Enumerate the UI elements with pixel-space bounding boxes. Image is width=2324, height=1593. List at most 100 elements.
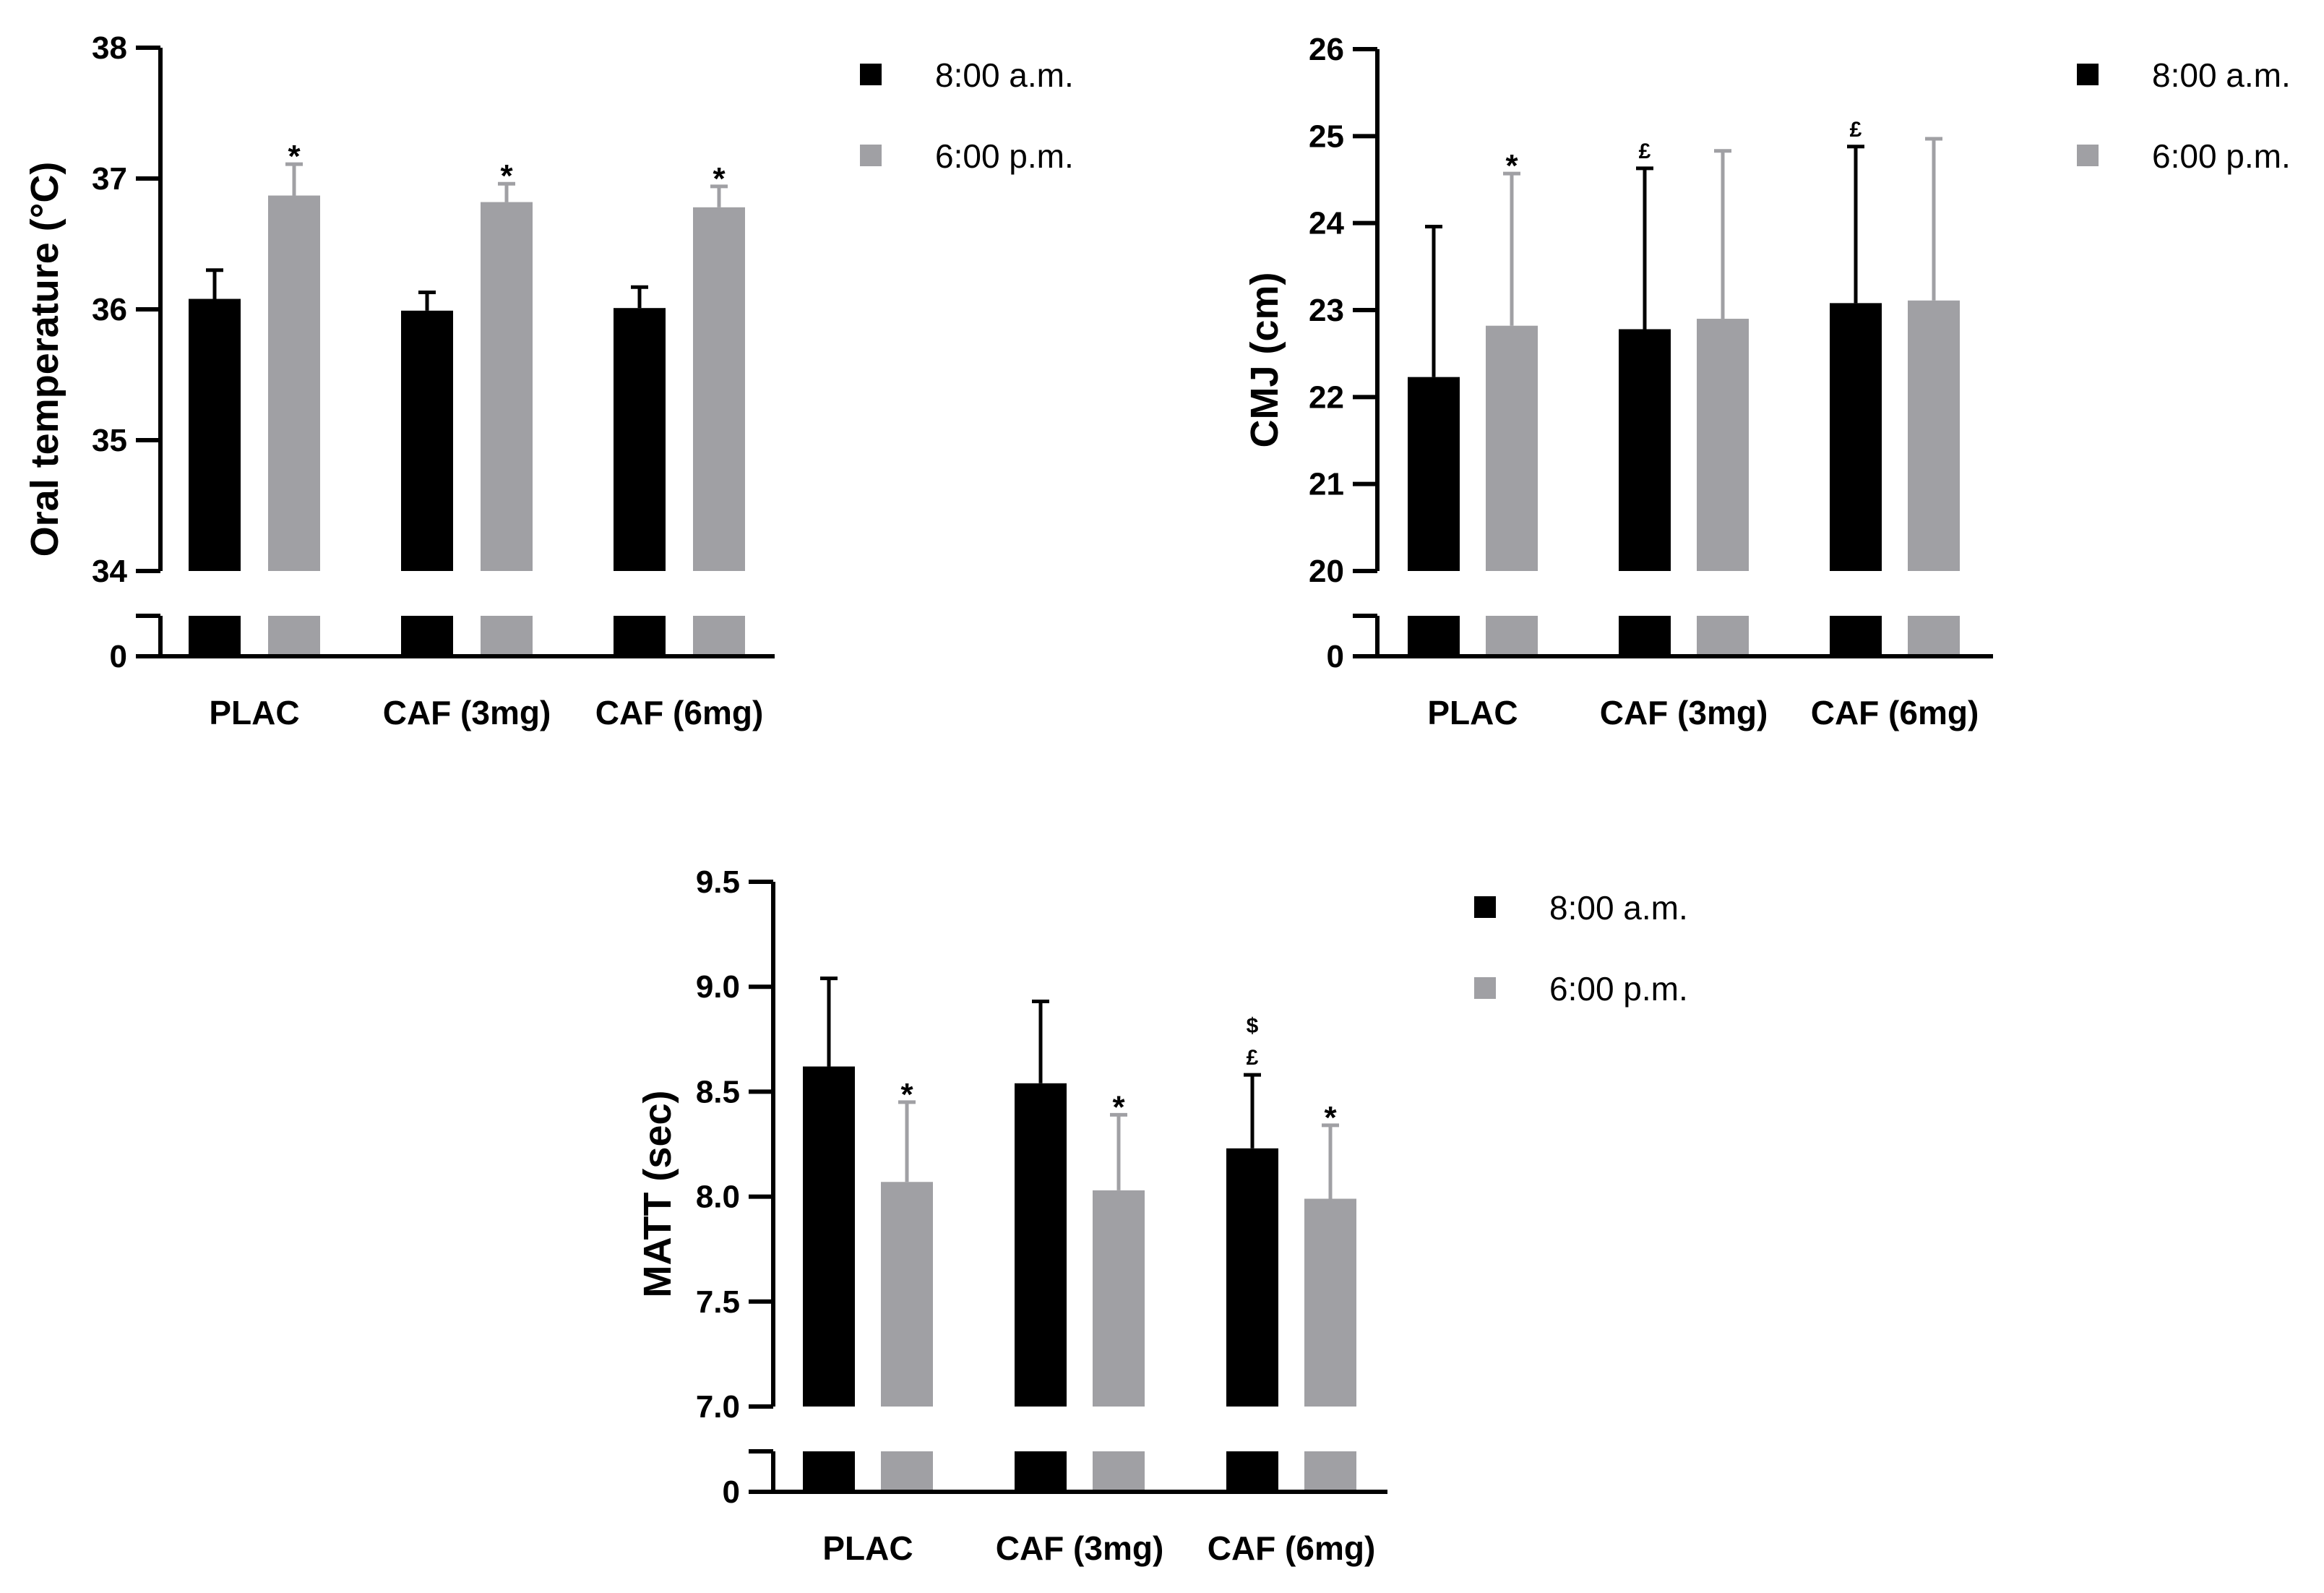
bar-stub-pm-3 — [1304, 1451, 1356, 1490]
y-tick-label: 38 — [92, 30, 127, 66]
bar-am-3 — [1226, 1148, 1278, 1407]
significance-annotation: * — [288, 139, 301, 174]
y-tick-label: 8.5 — [696, 1074, 740, 1109]
bar-am-2 — [401, 310, 453, 571]
legend-label: 8:00 a.m. — [935, 56, 1074, 94]
bar-stub-am-1 — [1408, 616, 1460, 654]
x-category-label: PLAC — [209, 694, 299, 731]
y-tick-label: 37 — [92, 161, 127, 197]
y-tick-label-zero: 0 — [110, 639, 127, 674]
y-tick-label: 22 — [1309, 379, 1344, 415]
y-tick-label: 35 — [92, 423, 127, 458]
legend-swatch-pm — [2077, 145, 2099, 166]
bar-stub-am-2 — [1619, 616, 1671, 654]
x-category-label: PLAC — [1427, 694, 1518, 731]
x-category-label: CAF (6mg) — [1208, 1529, 1376, 1567]
bar-stub-am-2 — [1015, 1451, 1067, 1490]
significance-annotation: * — [1505, 148, 1518, 184]
bar-stub-pm-1 — [1486, 616, 1538, 654]
bar-stub-am-1 — [189, 616, 241, 654]
x-category-label: CAF (6mg) — [1811, 694, 1979, 731]
chart-panel-2: 20 21 22 23 24 25 26 0 * PLAC £ CAF (3mg) £ CAF (6mg)… — [1243, 32, 2291, 731]
chart-panel-1: 34 35 36 37 38 0 * PLAC * CAF (3mg) * CAF (6mg) Oral… — [23, 30, 1074, 731]
bar-am-3 — [1830, 303, 1882, 571]
significance-annotation: £ — [1639, 139, 1651, 163]
y-tick-label: 8.0 — [696, 1180, 740, 1215]
y-tick-label: 21 — [1309, 467, 1344, 502]
bar-am-2 — [1619, 329, 1671, 571]
x-category-label: CAF (3mg) — [383, 694, 551, 731]
y-tick-label: 7.5 — [696, 1284, 740, 1320]
legend-swatch-pm — [1474, 977, 1496, 999]
significance-annotation-line: $ — [1247, 1014, 1259, 1038]
significance-annotation: * — [900, 1077, 913, 1112]
bar-stub-pm-2 — [481, 616, 533, 654]
x-category-label: CAF (3mg) — [996, 1529, 1164, 1567]
bar-am-2 — [1015, 1083, 1067, 1407]
legend-swatch-am — [2077, 64, 2099, 85]
legend: 8:00 a.m. 6:00 p.m. — [1474, 889, 1688, 1008]
legend: 8:00 a.m. 6:00 p.m. — [860, 56, 1074, 175]
bar-am-1 — [803, 1066, 855, 1407]
bar-am-3 — [614, 308, 666, 571]
legend-label: 6:00 p.m. — [2152, 137, 2291, 175]
bar-stub-pm-1 — [881, 1451, 933, 1490]
bar-pm-2 — [481, 202, 533, 571]
bar-stub-am-3 — [1226, 1451, 1278, 1490]
y-tick-label: 9.0 — [696, 969, 740, 1005]
bar-stub-pm-3 — [693, 616, 745, 654]
legend-swatch-am — [860, 64, 882, 85]
bar-pm-3 — [693, 207, 745, 571]
legend-label: 8:00 a.m. — [2152, 56, 2291, 94]
y-axis-title: MATT (sec) — [636, 1090, 679, 1297]
y-tick-label: 36 — [92, 292, 127, 327]
bar-am-1 — [1408, 377, 1460, 571]
significance-annotation: £ — [1850, 118, 1862, 142]
legend-label: 6:00 p.m. — [1549, 970, 1688, 1008]
bar-stub-am-3 — [1830, 616, 1882, 654]
bar-stub-am-1 — [803, 1451, 855, 1490]
bar-pm-2 — [1697, 319, 1749, 571]
bar-pm-1 — [881, 1182, 933, 1407]
y-tick-label: 7.0 — [696, 1389, 740, 1425]
significance-annotation: * — [1324, 1100, 1337, 1135]
bar-stub-pm-1 — [268, 616, 320, 654]
y-tick-label: 34 — [92, 554, 127, 589]
y-tick-label: 25 — [1309, 119, 1344, 154]
significance-annotation: * — [500, 158, 513, 194]
bar-pm-1 — [1486, 325, 1538, 571]
bar-stub-pm-2 — [1093, 1451, 1145, 1490]
bar-pm-3 — [1304, 1198, 1356, 1407]
legend-swatch-am — [1474, 896, 1496, 918]
bar-stub-am-3 — [614, 616, 666, 654]
y-tick-label: 9.5 — [696, 864, 740, 900]
significance-annotation-line: £ — [1247, 1046, 1259, 1070]
chart-panel-3: 7.07.58.08.59.09.50*PLAC*CAF (3mg)$ £*CAF… — [636, 864, 1688, 1567]
legend-label: 8:00 a.m. — [1549, 889, 1688, 927]
y-tick-label-zero: 0 — [1327, 639, 1344, 674]
y-tick-label-zero: 0 — [723, 1474, 740, 1510]
y-tick-label: 26 — [1309, 32, 1344, 67]
bar-pm-2 — [1093, 1190, 1145, 1407]
bar-am-1 — [189, 299, 241, 571]
legend-swatch-pm — [860, 145, 882, 166]
significance-annotation: * — [1112, 1089, 1125, 1125]
x-category-label: CAF (3mg) — [1600, 694, 1768, 731]
significance-annotation: $ £ — [1247, 1014, 1259, 1070]
y-axis-title: CMJ (cm) — [1243, 272, 1286, 447]
bar-pm-3 — [1908, 300, 1960, 571]
bar-stub-pm-2 — [1697, 616, 1749, 654]
legend: 8:00 a.m. 6:00 p.m. — [2077, 56, 2291, 175]
y-tick-label: 20 — [1309, 554, 1344, 589]
x-category-label: CAF (6mg) — [595, 694, 764, 731]
significance-annotation: * — [713, 161, 726, 197]
y-axis-title: Oral temperature (°C) — [23, 162, 66, 557]
y-tick-label: 24 — [1309, 206, 1344, 241]
bar-stub-pm-3 — [1908, 616, 1960, 654]
bar-pm-1 — [268, 195, 320, 571]
legend-label: 6:00 p.m. — [935, 137, 1074, 175]
y-tick-label: 23 — [1309, 293, 1344, 328]
x-category-label: PLAC — [822, 1529, 913, 1567]
bar-stub-am-2 — [401, 616, 453, 654]
